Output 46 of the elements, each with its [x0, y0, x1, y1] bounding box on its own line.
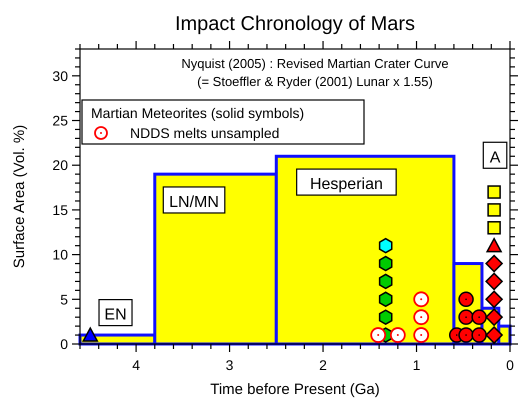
point: [485, 290, 503, 308]
x-tick-label: 4: [132, 357, 140, 373]
y-tick-label: 20: [52, 157, 68, 174]
point: [390, 327, 406, 343]
point: [378, 256, 392, 272]
annotation: EN: [104, 306, 127, 324]
y-tick-label: 10: [52, 246, 68, 263]
point: [413, 291, 430, 308]
x-axis-title: Time before Present (Ga): [210, 381, 380, 398]
point: [378, 274, 392, 290]
chart-title: Impact Chronology of Mars: [174, 13, 416, 35]
point: [487, 185, 501, 199]
point: [370, 327, 386, 343]
point: [458, 292, 474, 308]
x-tick-label: 3: [226, 357, 234, 373]
point: [378, 238, 392, 254]
point: [378, 309, 392, 325]
y-tick-label: 25: [52, 112, 68, 129]
point: [413, 309, 430, 326]
point: [458, 327, 474, 343]
point: [485, 254, 503, 272]
point: [485, 272, 503, 290]
legend-label: NDDS melts unsampled: [130, 125, 280, 141]
point: [471, 327, 487, 343]
point: [487, 203, 501, 217]
y-tick-label: 0: [60, 336, 68, 352]
x-tick-label: 0: [506, 357, 514, 373]
x-tick-label: 2: [319, 357, 328, 373]
point: [487, 221, 501, 235]
annotation: (= Stoeffler & Ryder (2001) Lunar x 1.55): [197, 74, 433, 89]
y-tick-label: 30: [52, 68, 68, 84]
y-tick-label: 5: [60, 291, 68, 308]
annotation: LN/MN: [169, 194, 219, 211]
annotation: A: [490, 149, 501, 166]
point: [82, 327, 98, 342]
point: [458, 309, 474, 325]
y-axis-title: Surface Area (Vol. %): [11, 124, 28, 268]
point: [413, 327, 430, 343]
annotation: Hesperian: [310, 176, 383, 194]
point: [486, 238, 502, 252]
x-tick-label: 1: [412, 357, 421, 373]
legend-title: Martian Meteorites (solid symbols): [91, 105, 304, 121]
point: [471, 309, 487, 325]
point: [378, 292, 392, 308]
y-tick-label: 15: [52, 202, 68, 218]
annotation: Nyquist (2005) : Revised Martian Crater Curve: [181, 56, 449, 71]
